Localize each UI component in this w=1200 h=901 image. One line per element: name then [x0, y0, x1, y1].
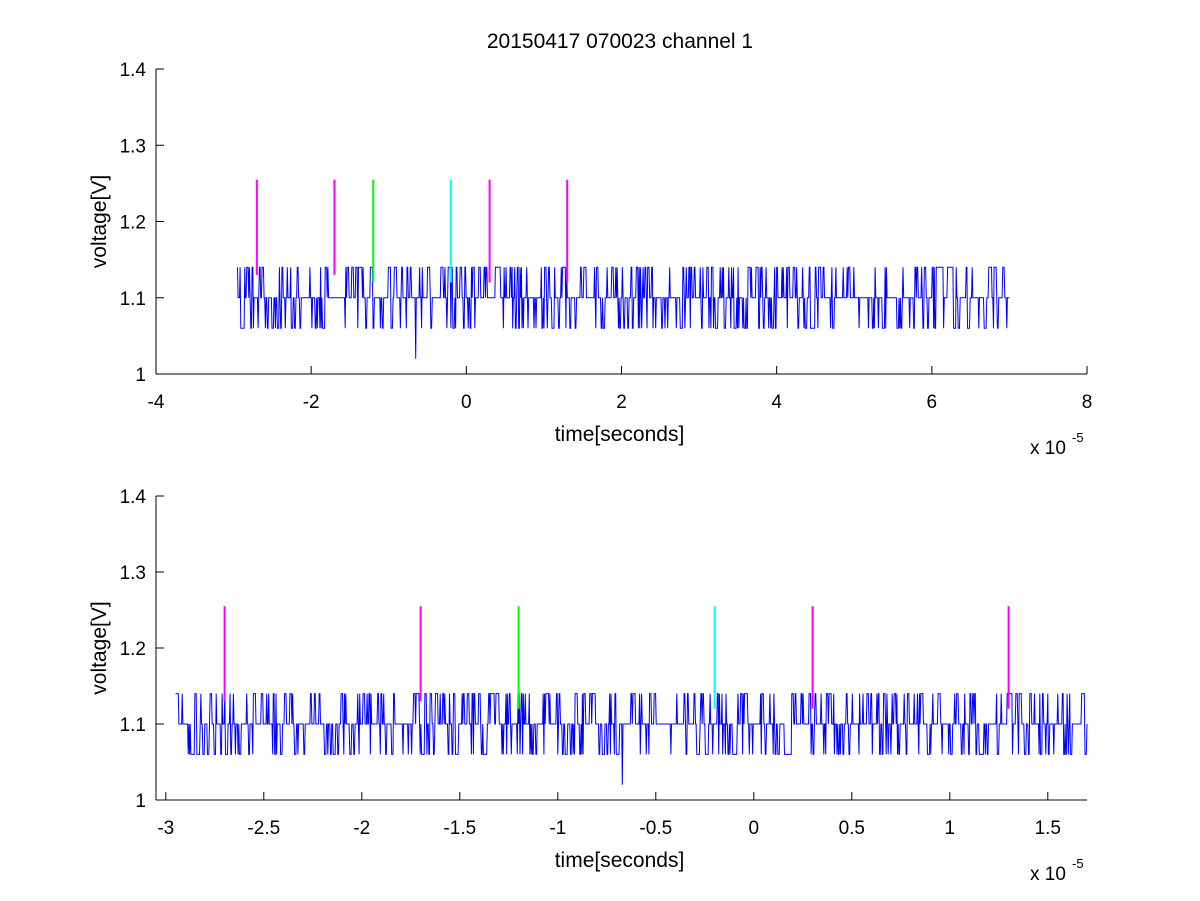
x-tick-label: -2.5	[247, 818, 280, 839]
y-tick-label: 1	[135, 791, 146, 812]
top-x-ticks: -4 -2 0 2 4 6 8	[148, 366, 1093, 413]
x-tick-label: 0	[461, 392, 472, 413]
x-tick-label: -2	[303, 392, 320, 413]
figure-title: 20150417 070023 channel 1	[487, 30, 753, 53]
bottom-x-axis-label: time[seconds]	[555, 849, 685, 872]
top-x-multiplier: x 10	[1030, 438, 1066, 459]
y-tick-label: 1.3	[120, 136, 146, 157]
top-y-ticks: 1 1.1 1.2 1.3 1.4	[120, 60, 164, 386]
top-y-axis-label: voltage[V]	[88, 175, 111, 268]
y-tick-label: 1.4	[120, 60, 147, 81]
x-tick-label: -2	[353, 818, 370, 839]
x-tick-label: 0.5	[839, 818, 865, 839]
bottom-markers	[223, 606, 1010, 709]
bottom-x-multiplier-exponent: -5	[1072, 856, 1084, 871]
y-tick-label: 1.2	[120, 639, 146, 660]
y-tick-label: 1	[135, 365, 146, 386]
bottom-chart: -3 -2.5 -2 -1.5 -1 -0.5 0 0.5 1 1.5 1 1.1 1.2 1.3 1.4…	[88, 487, 1088, 885]
x-tick-label: -3	[157, 818, 174, 839]
top-x-multiplier-exponent: -5	[1072, 430, 1084, 445]
x-tick-label: 4	[771, 392, 782, 413]
y-tick-label: 1.1	[120, 289, 146, 310]
bottom-x-multiplier: x 10	[1030, 864, 1066, 885]
top-chart: -4 -2 0 2 4 6 8 1 1.1 1.2 1.3 1.4 time[seconds] vo…	[88, 60, 1092, 459]
y-tick-label: 1.4	[120, 487, 147, 508]
x-tick-label: 1	[945, 818, 956, 839]
top-voltage-trace	[237, 266, 1010, 359]
x-tick-label: -0.5	[639, 818, 672, 839]
x-tick-label: -4	[148, 392, 165, 413]
x-tick-label: 0	[749, 818, 760, 839]
x-tick-label: -1.5	[443, 818, 476, 839]
bottom-y-axis-label: voltage[V]	[88, 601, 111, 694]
x-tick-label: 8	[1082, 392, 1093, 413]
bottom-y-ticks: 1 1.1 1.2 1.3 1.4	[120, 487, 164, 812]
x-tick-label: 1.5	[1035, 818, 1061, 839]
y-tick-label: 1.1	[120, 715, 146, 736]
voltage-trace-line	[237, 266, 1010, 359]
bottom-voltage-trace	[175, 693, 1088, 785]
x-tick-label: 2	[616, 392, 627, 413]
y-tick-label: 1.2	[120, 213, 146, 234]
voltage-trace-line	[175, 693, 1088, 785]
x-tick-label: 6	[927, 392, 938, 413]
top-x-axis-label: time[seconds]	[555, 423, 685, 446]
bottom-x-ticks: -3 -2.5 -2 -1.5 -1 -0.5 0 0.5 1 1.5	[157, 792, 1061, 839]
top-markers	[255, 179, 569, 283]
x-tick-label: -1	[549, 818, 566, 839]
y-tick-label: 1.3	[120, 563, 146, 584]
